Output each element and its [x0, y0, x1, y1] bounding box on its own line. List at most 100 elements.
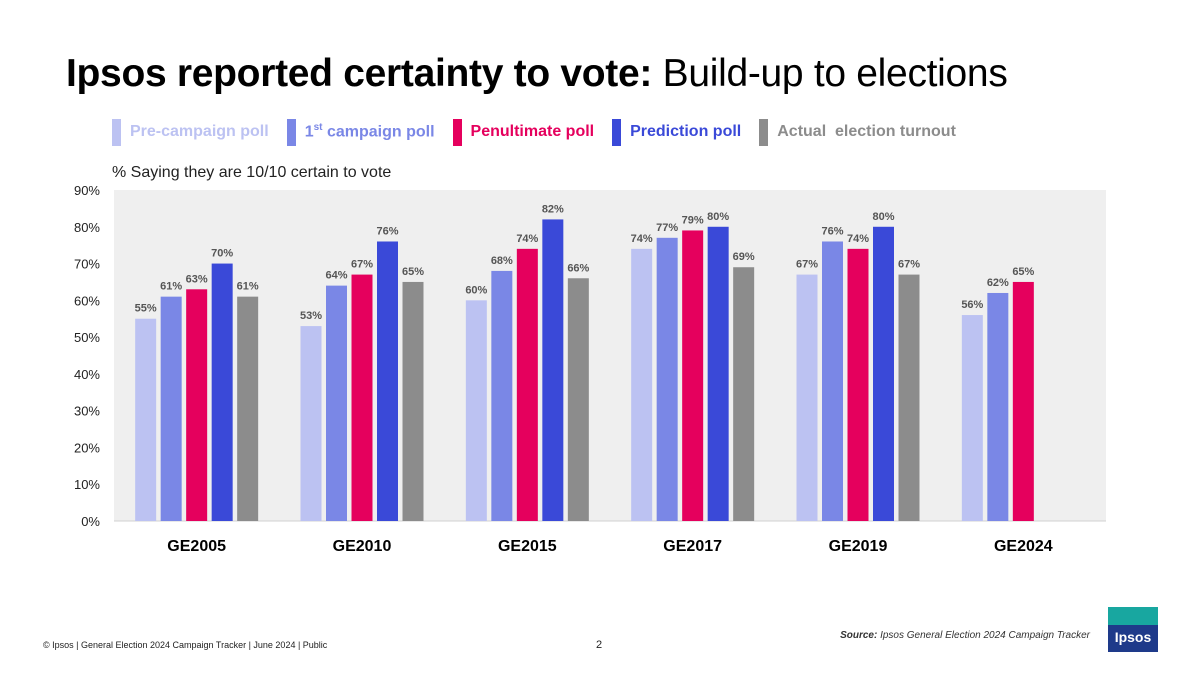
- bar: [326, 285, 347, 521]
- bar: [186, 289, 208, 521]
- legend-swatch: [759, 118, 769, 146]
- data-label: 80%: [872, 211, 894, 223]
- legend-item-first-campaign: 1st campaign poll: [286, 118, 435, 146]
- data-label: 76%: [821, 225, 843, 237]
- y-tick-label: 70%: [74, 257, 100, 272]
- x-tick-label: GE2005: [167, 538, 226, 555]
- data-label: 82%: [542, 203, 564, 215]
- source-text: Ipsos General Election 2024 Campaign Tra…: [880, 630, 1090, 641]
- x-tick-label: GE2017: [663, 538, 722, 555]
- y-tick-label: 80%: [74, 220, 100, 235]
- bar: [237, 296, 259, 521]
- data-label: 70%: [211, 248, 233, 260]
- chart-subtitle: % Saying they are 10/10 certain to vote: [112, 164, 392, 181]
- title-bold: Ipsos reported certainty to vote:: [66, 52, 653, 95]
- bar: [135, 318, 157, 521]
- source-label: Source:: [840, 630, 878, 641]
- bar: [402, 281, 424, 521]
- data-label: 69%: [733, 251, 755, 263]
- bar: [631, 248, 653, 521]
- data-label: 74%: [516, 233, 538, 245]
- data-label: 65%: [402, 266, 424, 278]
- bar: [847, 248, 869, 521]
- title-light: Build-up to elections: [662, 52, 1008, 95]
- bar: [873, 226, 894, 521]
- legend-swatch: [112, 118, 121, 146]
- legend-swatch: [286, 118, 296, 146]
- bar: [987, 292, 1009, 521]
- legend-label: Actual election turnout: [777, 123, 956, 140]
- ipsos-logo: Ipsos: [1108, 607, 1158, 652]
- bar: [465, 300, 487, 521]
- bar: [160, 296, 182, 521]
- bar: [211, 263, 233, 521]
- y-tick-label: 50%: [74, 330, 100, 345]
- legend-item-prediction: Prediction poll: [612, 118, 742, 146]
- bar: [516, 248, 538, 521]
- data-label: 55%: [135, 303, 157, 315]
- bar: [1012, 281, 1034, 521]
- data-label: 67%: [898, 259, 920, 271]
- source-note: Source: Ipsos General Election 2024 Camp…: [840, 630, 1090, 641]
- data-label: 79%: [682, 214, 704, 226]
- data-label: 74%: [847, 233, 869, 245]
- legend-label: Pre-campaign poll: [130, 123, 269, 140]
- bar: [491, 270, 513, 521]
- bar: [682, 230, 704, 521]
- chart-legend: Pre-campaign poll 1st campaign poll Penu…: [112, 118, 974, 146]
- data-label: 77%: [656, 222, 678, 234]
- x-tick-label: GE2024: [994, 538, 1053, 555]
- footer-copyright: © Ipsos | General Election 2024 Campaign…: [43, 640, 328, 650]
- data-label: 61%: [237, 281, 259, 293]
- logo-text: Ipsos: [1114, 629, 1152, 645]
- legend-swatch: [452, 118, 462, 146]
- data-label: 80%: [707, 211, 729, 223]
- y-tick-label: 60%: [74, 293, 100, 308]
- plot-area: [114, 190, 1106, 521]
- data-label: 76%: [376, 225, 398, 237]
- legend-label: 1st campaign poll: [304, 122, 435, 141]
- data-label: 62%: [987, 277, 1009, 289]
- bar: [656, 237, 678, 522]
- legend-item-penultimate: Penultimate poll: [452, 118, 595, 146]
- data-label: 64%: [325, 270, 347, 282]
- legend-item-pre-campaign: Pre-campaign poll: [112, 118, 269, 146]
- page-number: 2: [596, 639, 603, 651]
- data-label: 60%: [465, 284, 487, 296]
- x-tick-label: GE2019: [829, 538, 888, 555]
- bar: [377, 241, 398, 521]
- y-tick-label: 90%: [74, 183, 100, 198]
- y-tick-label: 0%: [81, 514, 100, 529]
- bar: [961, 315, 983, 521]
- data-label: 61%: [160, 281, 182, 293]
- bar: [300, 326, 322, 521]
- bar: [898, 274, 920, 521]
- logo-accent: [1108, 607, 1158, 625]
- legend-label: Penultimate poll: [470, 123, 595, 140]
- data-label: 67%: [351, 259, 373, 271]
- y-tick-label: 10%: [74, 477, 100, 492]
- data-label: 66%: [567, 262, 589, 274]
- legend-label: Prediction poll: [630, 123, 742, 140]
- legend-item-turnout: Actual election turnout: [759, 118, 956, 146]
- bar: [822, 241, 843, 521]
- data-label: 68%: [491, 255, 513, 267]
- data-label: 67%: [796, 259, 818, 271]
- y-tick-label: 30%: [74, 404, 100, 419]
- x-tick-label: GE2015: [498, 538, 557, 555]
- x-tick-label: GE2010: [333, 538, 392, 555]
- bar: [351, 274, 373, 521]
- bar: [733, 267, 755, 521]
- legend-swatch: [612, 118, 622, 146]
- bar: [707, 226, 729, 521]
- data-label: 74%: [631, 233, 653, 245]
- bar: [542, 219, 564, 521]
- bar: [796, 274, 818, 521]
- data-label: 53%: [300, 310, 322, 322]
- data-label: 56%: [961, 299, 983, 311]
- data-label: 63%: [186, 273, 208, 285]
- y-tick-label: 20%: [74, 440, 100, 455]
- y-tick-label: 40%: [74, 367, 100, 382]
- page-title: Ipsos reported certainty to vote: Build-…: [66, 52, 1008, 96]
